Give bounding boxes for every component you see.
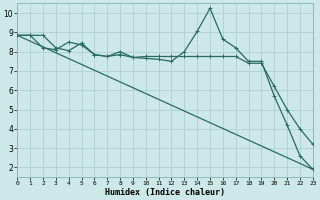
X-axis label: Humidex (Indice chaleur): Humidex (Indice chaleur): [105, 188, 225, 197]
